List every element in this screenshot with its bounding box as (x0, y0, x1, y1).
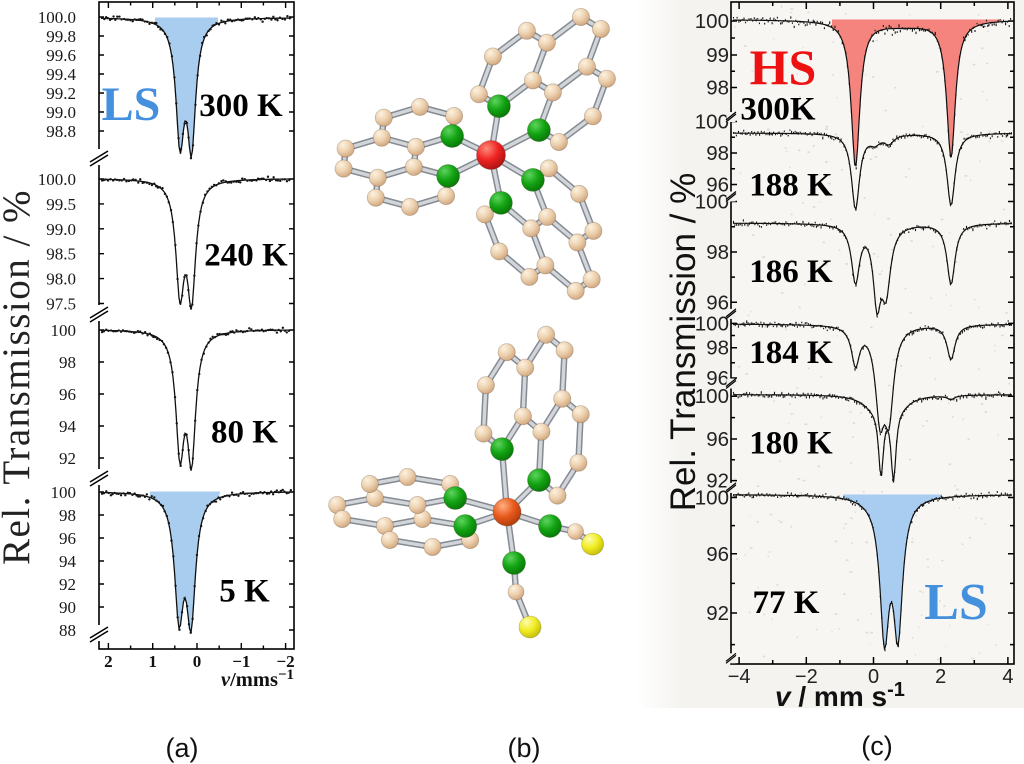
svg-text:99.6: 99.6 (46, 46, 76, 65)
svg-text:100: 100 (51, 321, 77, 340)
svg-text:−1: −1 (232, 652, 250, 671)
svg-text:188 K: 188 K (749, 168, 833, 204)
svg-text:100.0: 100.0 (38, 170, 76, 189)
svg-text:186 K: 186 K (749, 254, 833, 290)
svg-text:99.4: 99.4 (46, 65, 76, 84)
svg-text:240 K: 240 K (204, 238, 288, 274)
svg-text:98: 98 (706, 77, 729, 100)
svg-text:100.0: 100.0 (38, 8, 76, 27)
svg-text:98.5: 98.5 (46, 245, 76, 264)
svg-text:−2: −2 (795, 666, 818, 688)
svg-text:100: 100 (695, 111, 729, 134)
svg-text:80 K: 80 K (211, 415, 278, 451)
svg-text:HS: HS (750, 39, 817, 95)
svg-text:92: 92 (59, 575, 76, 594)
svg-text:1: 1 (148, 652, 157, 671)
svg-text:99.5: 99.5 (46, 195, 76, 214)
svg-text:(a): (a) (166, 733, 199, 763)
svg-text:94: 94 (59, 417, 77, 436)
svg-text:99.0: 99.0 (46, 220, 76, 239)
svg-text:77 K: 77 K (753, 585, 820, 621)
svg-text:100: 100 (695, 312, 729, 335)
svg-text:100: 100 (695, 10, 729, 33)
svg-text:92: 92 (706, 602, 729, 625)
svg-text:96: 96 (706, 543, 729, 566)
svg-text:184 K: 184 K (749, 335, 833, 371)
svg-text:180 K: 180 K (749, 426, 833, 462)
svg-text:v / mm s-1: v / mm s-1 (775, 679, 905, 712)
svg-text:98: 98 (59, 506, 76, 525)
svg-text:96: 96 (59, 529, 76, 548)
svg-text:96: 96 (706, 174, 729, 197)
svg-text:98: 98 (706, 337, 729, 360)
svg-text:(b): (b) (508, 733, 541, 763)
svg-text:v/mms−1: v/mms−1 (221, 667, 294, 691)
svg-text:98: 98 (59, 353, 76, 372)
svg-text:96: 96 (706, 291, 729, 314)
svg-text:4: 4 (1002, 666, 1013, 688)
svg-text:92: 92 (706, 470, 729, 493)
svg-text:LS: LS (102, 78, 161, 131)
svg-text:(c): (c) (861, 731, 892, 761)
svg-text:300K: 300K (740, 92, 816, 128)
svg-text:LS: LS (924, 574, 988, 631)
svg-text:98: 98 (706, 241, 729, 264)
svg-text:100: 100 (51, 483, 77, 502)
svg-text:0: 0 (193, 652, 202, 671)
svg-text:98: 98 (706, 142, 729, 165)
svg-text:−2: −2 (277, 652, 295, 671)
svg-text:100: 100 (695, 487, 729, 510)
svg-text:99.0: 99.0 (46, 103, 76, 122)
svg-text:100: 100 (695, 385, 729, 408)
svg-text:98.8: 98.8 (46, 122, 76, 141)
svg-text:0: 0 (868, 666, 879, 688)
svg-text:98.0: 98.0 (46, 270, 76, 289)
svg-text:−4: −4 (728, 666, 751, 688)
svg-text:96: 96 (706, 428, 729, 451)
svg-text:97.5: 97.5 (46, 295, 76, 314)
svg-text:92: 92 (59, 449, 76, 468)
svg-text:5 K: 5 K (219, 574, 270, 610)
svg-text:94: 94 (59, 552, 77, 571)
svg-text:99: 99 (706, 44, 729, 67)
svg-text:90: 90 (59, 598, 76, 617)
svg-text:2: 2 (935, 666, 946, 688)
svg-text:99.2: 99.2 (46, 84, 76, 103)
svg-text:Rel. Transmission / %: Rel. Transmission / % (0, 189, 38, 565)
svg-text:96: 96 (706, 367, 729, 390)
svg-text:99.8: 99.8 (46, 27, 76, 46)
svg-text:300 K: 300 K (199, 88, 283, 124)
svg-text:96: 96 (59, 385, 76, 404)
svg-text:Rel. Transmission / %: Rel. Transmission / % (664, 173, 703, 511)
svg-text:2: 2 (104, 652, 113, 671)
svg-text:88: 88 (59, 621, 76, 640)
svg-text:100: 100 (695, 191, 729, 214)
